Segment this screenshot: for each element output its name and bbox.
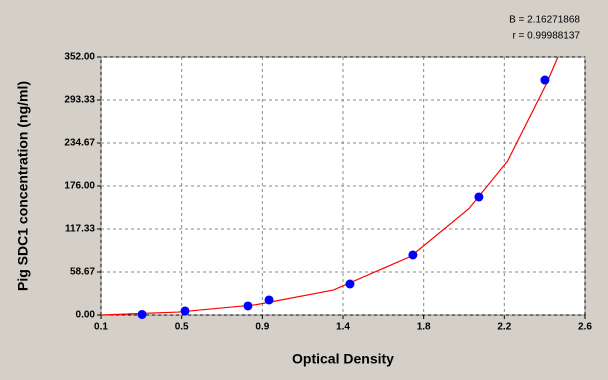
data-point bbox=[243, 301, 253, 311]
x-tick-label: 0.9 bbox=[255, 322, 269, 333]
x-axis-label: Optical Density bbox=[292, 351, 394, 367]
y-tick-label: 234.67 bbox=[64, 138, 95, 149]
x-tick-label: 2.6 bbox=[578, 322, 592, 333]
data-point bbox=[137, 309, 147, 319]
annotation: B = 2.16271868 bbox=[509, 15, 580, 26]
data-point bbox=[345, 279, 355, 289]
data-point bbox=[264, 295, 274, 305]
x-tick-label: 0.1 bbox=[94, 322, 108, 333]
y-tick-label: 0.00 bbox=[76, 310, 96, 321]
data-point bbox=[540, 75, 550, 85]
x-tick-label: 2.2 bbox=[497, 322, 511, 333]
data-point bbox=[474, 192, 484, 202]
x-tick-label: 1.4 bbox=[336, 322, 350, 333]
y-tick-label: 352.00 bbox=[64, 52, 95, 63]
annotation: r = 0.99988137 bbox=[512, 31, 580, 42]
x-tick-label: 1.8 bbox=[417, 322, 431, 333]
data-point bbox=[408, 250, 418, 260]
x-tick-label: 0.5 bbox=[175, 322, 189, 333]
data-point bbox=[180, 306, 190, 316]
y-tick-label: 58.67 bbox=[70, 267, 95, 278]
y-tick-label: 176.00 bbox=[64, 181, 95, 192]
y-axis-label: Pig SDC1 concentration (ng/ml) bbox=[15, 81, 31, 291]
y-tick-label: 293.33 bbox=[64, 95, 95, 106]
y-tick-label: 117.33 bbox=[65, 224, 95, 235]
